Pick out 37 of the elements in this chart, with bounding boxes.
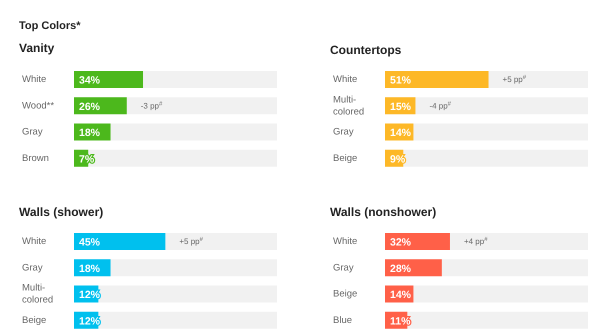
y-tick-label: Gray [22,126,43,138]
y-tick-label: Beige [333,288,358,300]
chart-subtitle: Vanity [19,41,54,55]
data-label: 32% [390,236,412,248]
annotation: +5 pp$^{#}$ [502,74,527,84]
data-label: 34% [79,74,101,86]
data-label: 51% [390,74,412,86]
y-tick-label: Brown [22,152,49,164]
annotation: +5 pp$^{#}$ [179,236,204,246]
data-label: 18% [79,127,101,139]
data-label: 15% [390,100,412,113]
data-label: 45% [79,236,101,248]
y-tick-label: Beige [333,152,358,164]
chart-title: Countertops [330,43,402,57]
annotation: -4 pp$^{#}$ [429,100,452,110]
y-tick-label: White [333,236,358,248]
y-tick-label: Gray [22,262,43,274]
data-label: 18% [79,262,101,275]
data-label: 14% [390,289,412,301]
chart-title: Top Colors* [19,20,81,32]
chart-title: Walls (shower) [19,205,104,219]
annotation: -3 pp$^{#}$ [140,100,164,110]
annotation: +4 pp$^{#}$ [464,236,488,246]
y-tick-label: White [333,74,358,86]
y-tick-label: White [22,74,46,86]
y-tick-label: White [22,236,46,248]
data-label: 14% [390,127,412,139]
data-label: 26% [79,100,101,113]
data-label: 28% [390,262,412,275]
y-tick-label: Multi-colored [333,94,364,118]
y-tick-label: Blue [333,314,352,326]
y-tick-label: Multi-colored [22,282,54,306]
y-tick-label: Gray [333,126,354,138]
y-tick-label: Gray [333,262,354,274]
chart-title: Walls (nonshower) [330,205,436,219]
y-tick-label: Beige [22,314,46,326]
y-tick-label: Wood** [22,100,54,112]
